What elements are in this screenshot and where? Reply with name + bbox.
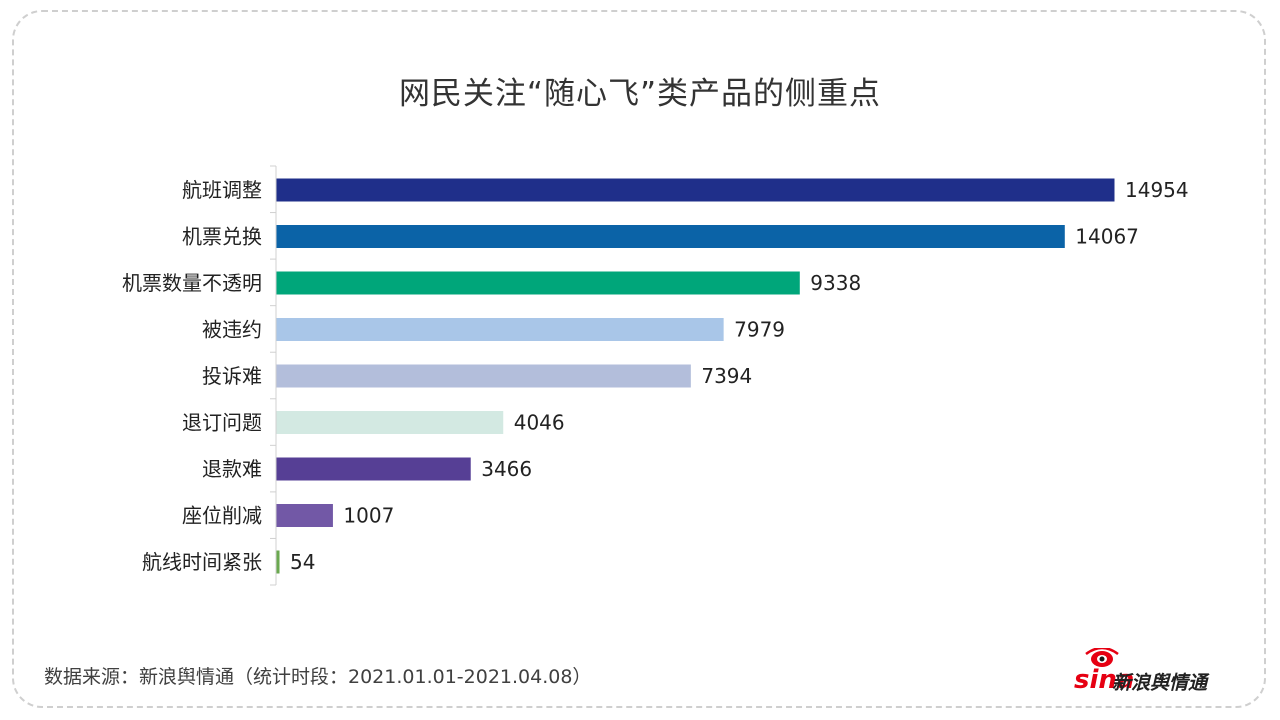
bar — [276, 225, 1065, 248]
data-label: 14954 — [1125, 178, 1189, 202]
data-label: 7979 — [734, 318, 785, 342]
category-label: 退款难 — [202, 457, 262, 481]
data-label: 1007 — [343, 504, 394, 528]
category-label: 机票数量不透明 — [122, 271, 262, 295]
bar — [276, 457, 471, 481]
chart-title: 网民关注“随心飞”类产品的侧重点 — [398, 76, 882, 112]
bar — [276, 318, 724, 341]
bar — [276, 411, 504, 434]
data-label: 14067 — [1075, 225, 1139, 249]
bar — [276, 178, 1115, 202]
category-label: 航线时间紧张 — [142, 550, 262, 574]
bar — [276, 271, 800, 295]
category-label: 航班调整 — [182, 178, 262, 202]
category-label: 被违约 — [202, 318, 262, 342]
category-label: 座位削减 — [182, 504, 262, 528]
bar — [276, 364, 691, 388]
data-source-note: 数据来源：新浪舆情通（统计时段：2021.01.01-2021.04.08） — [44, 666, 592, 688]
bar — [276, 504, 333, 527]
data-label: 9338 — [810, 271, 861, 295]
data-label: 54 — [290, 550, 315, 574]
data-label: 3466 — [481, 457, 532, 481]
chart-card — [12, 10, 1266, 708]
data-label: 4046 — [514, 411, 565, 435]
category-label: 退订问题 — [182, 411, 262, 435]
category-label: 投诉难 — [202, 364, 262, 388]
data-label: 7394 — [701, 364, 752, 388]
sina-logo-icon: sina — [1074, 648, 1134, 694]
category-label: 机票兑换 — [182, 225, 262, 249]
sina-logo-text: 新浪舆情通 — [1112, 672, 1208, 694]
bar — [276, 550, 280, 574]
svg-text:sina: sina — [1074, 665, 1134, 694]
